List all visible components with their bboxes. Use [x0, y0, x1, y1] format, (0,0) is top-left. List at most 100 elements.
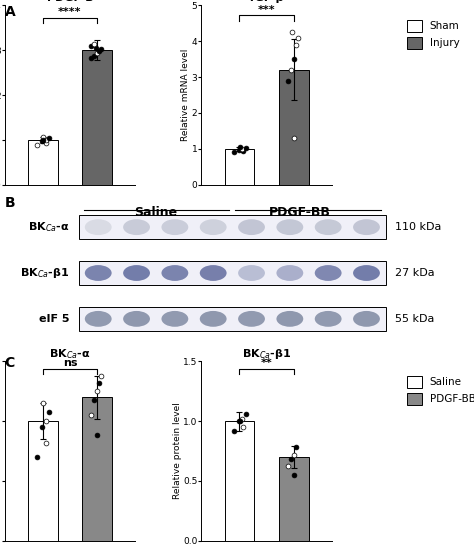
Bar [82, 397, 112, 541]
Text: A: A [5, 5, 16, 20]
Point [97, 371, 105, 380]
Point [242, 144, 249, 152]
Ellipse shape [315, 311, 342, 327]
Text: ****: **** [58, 7, 82, 17]
Text: C: C [5, 356, 15, 370]
Text: BK$_{Ca}$-β1: BK$_{Ca}$-β1 [20, 266, 70, 280]
Point [43, 139, 50, 147]
Point [290, 471, 298, 479]
Point [236, 417, 244, 425]
Bar [225, 149, 255, 185]
Point [96, 47, 103, 56]
Point [287, 66, 294, 74]
Point [239, 146, 247, 155]
FancyBboxPatch shape [79, 307, 386, 331]
Point [93, 49, 101, 57]
Ellipse shape [238, 311, 265, 327]
Point [93, 387, 101, 396]
Point [287, 455, 294, 464]
Point [238, 414, 246, 423]
Point [38, 423, 46, 431]
Y-axis label: Relative mRNA level: Relative mRNA level [181, 49, 190, 141]
Point [290, 450, 298, 459]
Text: B: B [5, 196, 15, 210]
Ellipse shape [200, 265, 227, 281]
Ellipse shape [85, 265, 112, 281]
Point [91, 39, 98, 48]
Ellipse shape [238, 219, 265, 235]
Point [284, 462, 292, 471]
Legend: Sham, Injury: Sham, Injury [407, 20, 460, 49]
Legend: Saline, PDGF-BB: Saline, PDGF-BB [407, 376, 474, 405]
Title: TGF-β: TGF-β [248, 0, 285, 3]
Point [39, 135, 46, 144]
Point [235, 417, 243, 425]
Point [96, 378, 103, 387]
Text: PDGF-BB: PDGF-BB [269, 206, 331, 218]
Point [45, 407, 53, 416]
Point [230, 148, 238, 157]
Text: eIF 5: eIF 5 [39, 314, 70, 324]
Point [230, 426, 238, 435]
FancyBboxPatch shape [79, 215, 386, 239]
Point [239, 423, 247, 431]
Point [39, 399, 47, 407]
Ellipse shape [162, 311, 188, 327]
Point [290, 134, 298, 143]
Ellipse shape [200, 219, 227, 235]
Ellipse shape [85, 219, 112, 235]
Ellipse shape [238, 265, 265, 281]
Point [90, 395, 98, 404]
Ellipse shape [200, 311, 227, 327]
Title: BK$_{Ca}$-β1: BK$_{Ca}$-β1 [242, 347, 291, 361]
Bar [28, 421, 58, 541]
Point [290, 55, 298, 63]
Ellipse shape [276, 311, 303, 327]
Ellipse shape [162, 265, 188, 281]
Point [292, 40, 300, 49]
Ellipse shape [353, 265, 380, 281]
Ellipse shape [276, 219, 303, 235]
Point [284, 76, 292, 85]
Point [42, 417, 49, 425]
Point [93, 431, 101, 440]
Text: ns: ns [63, 358, 77, 367]
Point [90, 51, 98, 60]
Point [88, 54, 95, 63]
Text: 55 kDa: 55 kDa [395, 314, 434, 324]
Bar [28, 140, 58, 185]
Ellipse shape [123, 265, 150, 281]
Point [45, 134, 53, 143]
Text: ***: *** [258, 4, 275, 15]
Point [235, 145, 243, 154]
Title: BK$_{Ca}$-α: BK$_{Ca}$-α [49, 347, 91, 361]
Bar [279, 70, 309, 185]
Bar [279, 457, 309, 541]
Ellipse shape [315, 219, 342, 235]
Ellipse shape [123, 311, 150, 327]
Bar [225, 421, 255, 541]
Point [92, 43, 100, 52]
Text: 110 kDa: 110 kDa [395, 222, 441, 232]
Point [97, 45, 105, 54]
Ellipse shape [315, 265, 342, 281]
Point [88, 41, 95, 50]
Ellipse shape [353, 311, 380, 327]
Ellipse shape [85, 311, 112, 327]
Point [38, 137, 46, 146]
Point [294, 33, 301, 42]
Title: PDGF-B: PDGF-B [46, 0, 93, 3]
Point [39, 133, 47, 141]
Text: Saline: Saline [134, 206, 177, 218]
Point [34, 141, 41, 150]
Point [289, 28, 296, 37]
Point [42, 135, 49, 144]
Text: BK$_{Ca}$-α: BK$_{Ca}$-α [28, 220, 70, 234]
Text: 27 kDa: 27 kDa [395, 268, 435, 278]
FancyBboxPatch shape [79, 261, 386, 285]
Y-axis label: Relative protein level: Relative protein level [173, 402, 182, 500]
Ellipse shape [162, 219, 188, 235]
Point [88, 411, 95, 419]
Text: **: ** [261, 358, 273, 367]
Point [34, 453, 41, 461]
